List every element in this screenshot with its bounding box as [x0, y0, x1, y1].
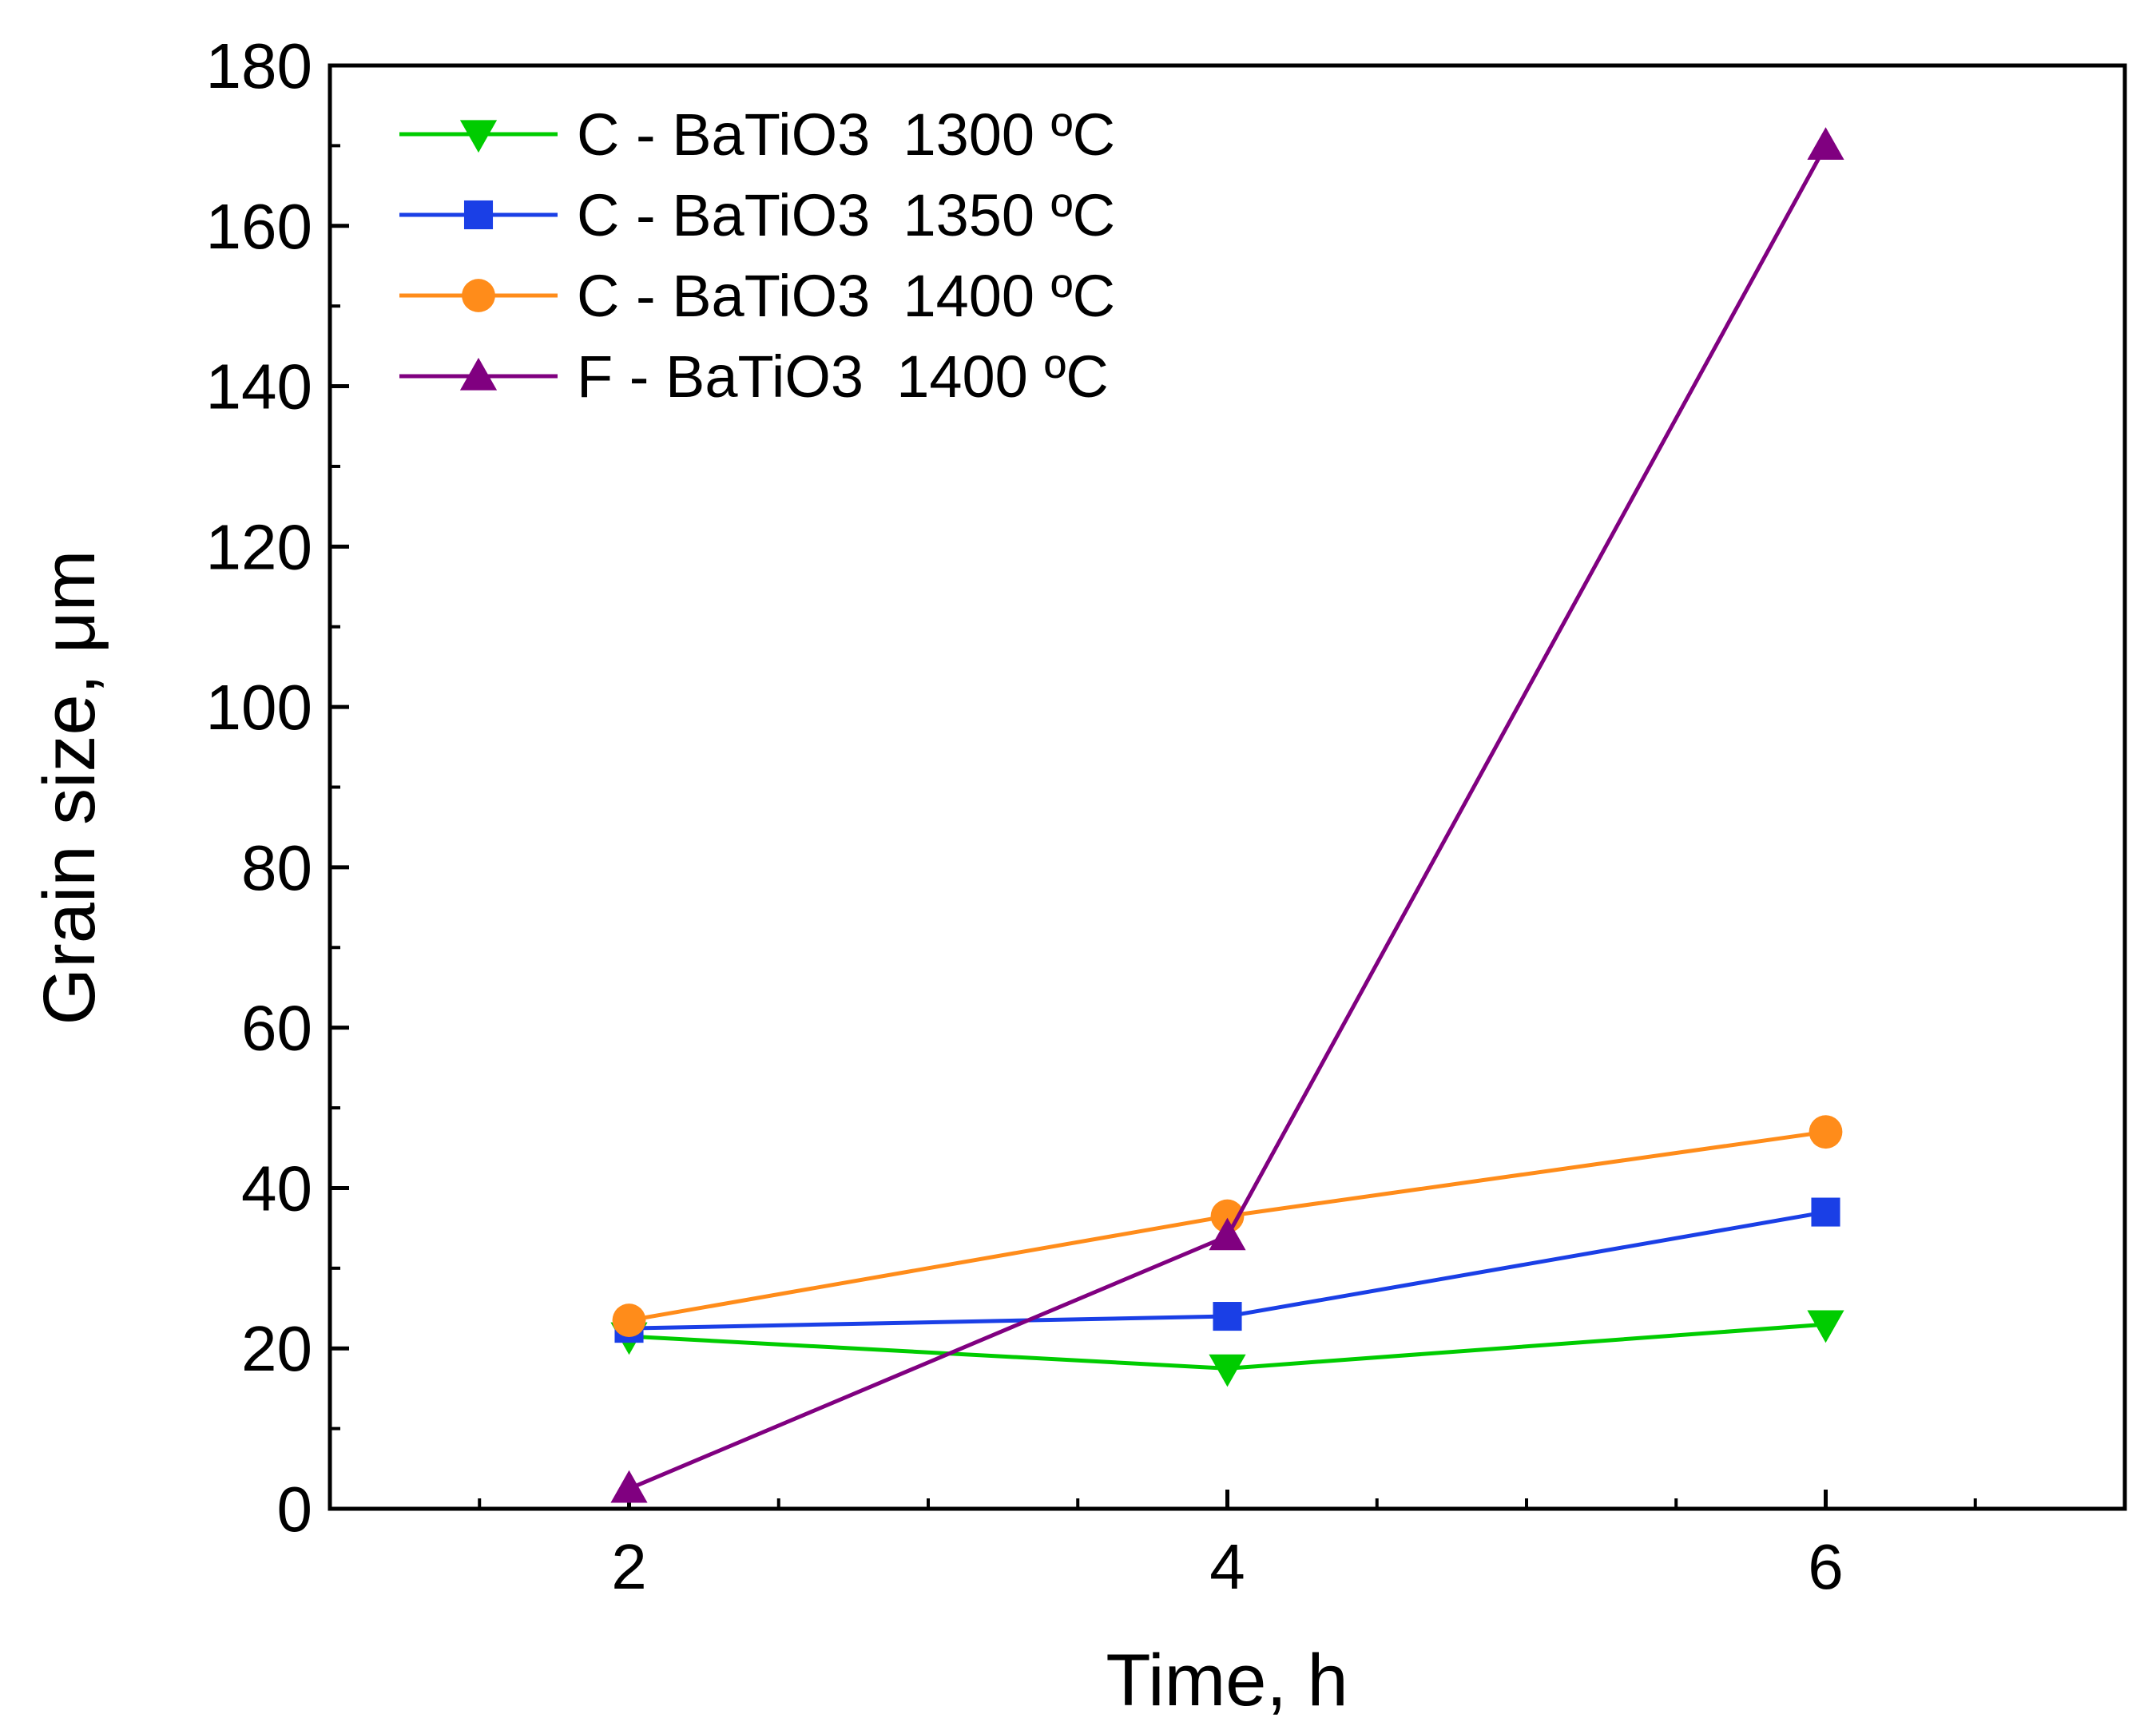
data-point	[1209, 1217, 1246, 1251]
legend-label: C - BaTiO3 1400 ºC	[577, 263, 1115, 329]
legend: C - BaTiO3 1300 ºC C - BaTiO3 1350 ºC C - …	[399, 101, 1115, 410]
y-tick-label: 40	[241, 1153, 312, 1224]
y-tick-label: 0	[277, 1474, 313, 1545]
y-tick-label: 160	[206, 191, 312, 262]
data-point	[1811, 1197, 1840, 1227]
y-tick-label: 180	[206, 30, 312, 101]
x-tick-label: 4	[1209, 1531, 1245, 1602]
data-point	[1809, 1115, 1843, 1149]
y-tick-label: 120	[206, 511, 312, 582]
y-tick-label: 20	[241, 1313, 312, 1384]
legend-item: C - BaTiO3 1350 ºC	[399, 182, 1115, 248]
y-tick-label: 100	[206, 672, 312, 743]
data-point	[1209, 1354, 1246, 1387]
legend-marker	[459, 120, 498, 153]
series-3	[612, 1115, 1843, 1337]
data-point	[1807, 127, 1844, 160]
legend-label: C - BaTiO3 1300 ºC	[577, 101, 1115, 168]
legend-item: F - BaTiO3 1400 ºC	[399, 343, 1109, 410]
series-layer	[610, 127, 1844, 1503]
series-4	[610, 127, 1844, 1503]
y-tick-label: 140	[206, 351, 312, 423]
y-tick-label: 60	[241, 993, 312, 1064]
data-point	[610, 1470, 648, 1503]
data-point	[612, 1303, 646, 1337]
legend-marker	[459, 357, 498, 391]
legend-marker	[462, 279, 495, 312]
legend-marker	[463, 200, 494, 230]
x-tick-label: 2	[611, 1531, 647, 1602]
legend-item: C - BaTiO3 1300 ºC	[399, 101, 1115, 168]
data-point	[1213, 1302, 1242, 1331]
legend-item: C - BaTiO3 1400 ºC	[399, 263, 1115, 329]
x-tick-label: 6	[1808, 1531, 1844, 1602]
data-point	[1807, 1310, 1844, 1343]
legend-label: F - BaTiO3 1400 ºC	[577, 343, 1109, 410]
x-axis-title: Time, h	[1106, 1640, 1348, 1721]
legend-label: C - BaTiO3 1350 ºC	[577, 182, 1115, 248]
y-tick-label: 80	[241, 832, 312, 903]
y-axis-title: Grain size, μm	[29, 550, 110, 1026]
